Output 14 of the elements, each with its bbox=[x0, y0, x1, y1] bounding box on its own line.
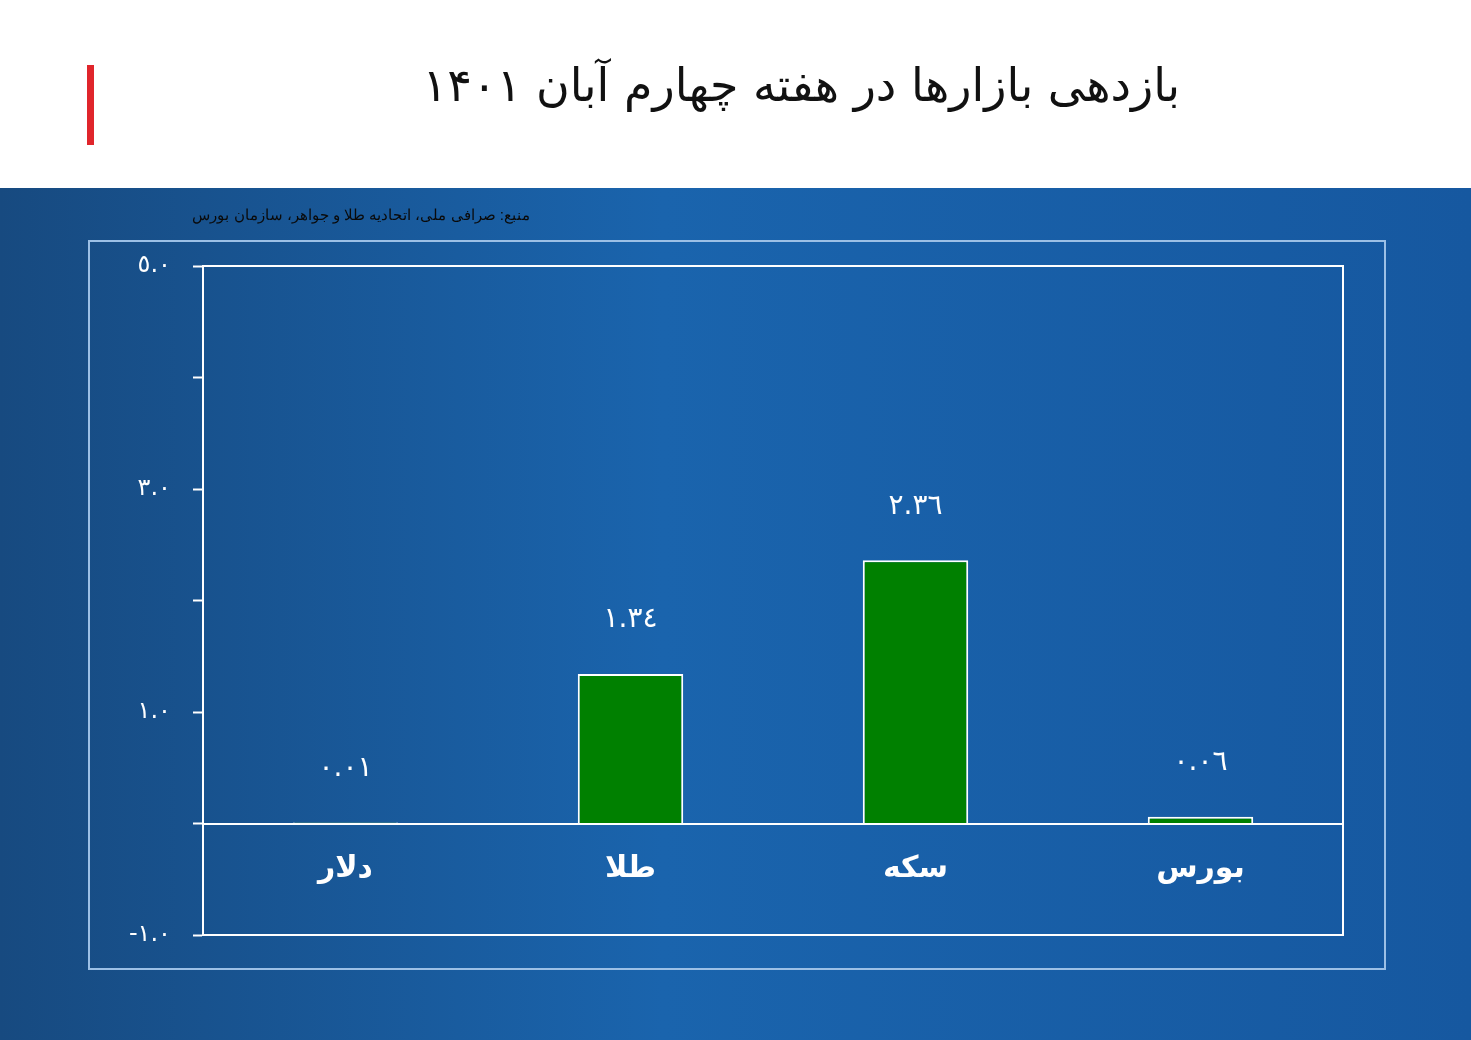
x-tick-label: طلا bbox=[604, 849, 657, 885]
text: منبع: صرافی ملی، اتحادیه طلا و جواهر، سازمان بورس bbox=[191, 206, 530, 224]
data-label: ٠.٠١ bbox=[318, 749, 373, 783]
x-tick-label: سکه bbox=[882, 849, 949, 885]
y-tick-label: ١.٠ bbox=[137, 696, 171, 725]
chart-title: بازدهی بازارها در هفته چهارم آبان ۱۴۰۱ bbox=[421, 58, 1180, 112]
data-label: ١.٣٤ bbox=[603, 601, 658, 635]
y-tick-label: ٥.٠ bbox=[137, 250, 171, 279]
x-tick-label: دلار bbox=[315, 849, 374, 885]
x-tick-label: بورس bbox=[1156, 849, 1245, 885]
data-label: ٠.٠٦ bbox=[1173, 744, 1228, 778]
data-label: ٢.٣٦ bbox=[888, 487, 943, 521]
y-tick-label: -١.٠ bbox=[128, 919, 171, 948]
y-tick-label: ٣.٠ bbox=[137, 473, 171, 502]
